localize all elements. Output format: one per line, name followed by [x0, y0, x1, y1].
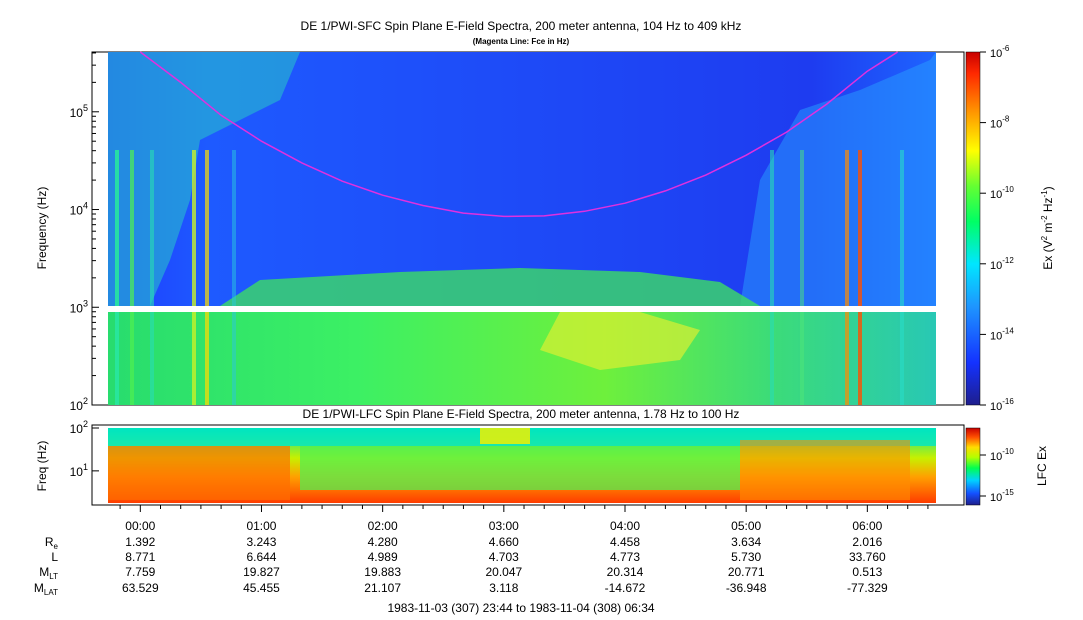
ephemeris-value: 7.759 — [125, 565, 155, 579]
sfc-colorbar-tick-label: 10-8 — [990, 115, 1010, 131]
ephemeris-value: 1.392 — [125, 535, 155, 549]
ephemeris-value: 4.989 — [368, 550, 398, 564]
lfc-colorbar-scale — [965, 427, 981, 506]
ephemeris-value: 20.771 — [728, 565, 765, 579]
lfc-y-label: Freq (Hz) — [35, 441, 49, 492]
ephemeris-value: 0.513 — [852, 565, 882, 579]
ephemeris-value: 3.243 — [246, 535, 276, 549]
sfc-streak — [845, 150, 849, 405]
lfc-right-strong — [740, 440, 910, 500]
time-tick-label: 05:00 — [731, 519, 761, 533]
ephemeris-value: 4.703 — [489, 550, 519, 564]
ephemeris-value: -14.672 — [605, 581, 646, 595]
date-range: 1983-11-03 (307) 23:44 to 1983-11-04 (30… — [387, 601, 654, 615]
ephemeris-row-label: MLAT — [34, 581, 58, 597]
sfc-y-label: Frequency (Hz) — [35, 187, 49, 270]
ephemeris-row-label: L — [51, 550, 58, 564]
lfc-mid-quiet — [300, 446, 740, 490]
sfc-streak — [130, 150, 134, 405]
time-tick-label: 00:00 — [125, 519, 155, 533]
ephemeris-value: 45.455 — [243, 581, 280, 595]
sfc-colorbar-tick-label: 10-6 — [990, 44, 1010, 60]
lfc-y-tick-label: 101 — [70, 462, 88, 479]
sfc-streak — [205, 150, 209, 405]
sfc-gap — [108, 306, 936, 312]
lfc-panel — [91, 424, 965, 506]
sfc-streaks — [115, 150, 904, 405]
time-tick-label: 06:00 — [852, 519, 882, 533]
sfc-colorbar-label: Ex (V2 m-2 Hz-1) — [1040, 186, 1055, 269]
lfc-left-strong — [108, 446, 290, 500]
sfc-streak — [900, 150, 904, 405]
ephemeris-value: 21.107 — [364, 581, 401, 595]
sfc-y-tick-label: 104 — [70, 201, 88, 218]
time-axis: 00:00 01:00 02:00 03:00 04:00 05:00 06:00 — [119, 505, 929, 533]
time-tick-label: 04:00 — [610, 519, 640, 533]
sfc-colorbar-tick-label: 10-16 — [990, 397, 1014, 413]
sfc-y-axis: 102 103 104 105 Frequency (Hz) — [35, 52, 99, 413]
fce-line — [139, 51, 899, 218]
ephemeris-value: -77.329 — [847, 581, 888, 595]
sfc-streak — [232, 150, 236, 405]
sfc-colorbar-ticks: 10-6 10-8 10-10 10-12 10-14 10-16 — [980, 44, 1014, 413]
sfc-y-ticks: 102 103 104 105 — [70, 52, 99, 413]
lfc-y-tick-label: 102 — [70, 419, 88, 436]
ephemeris-value: 3.118 — [489, 581, 518, 595]
lfc-colorbar-tick-label: 10-10 — [990, 447, 1014, 463]
sfc-streak — [192, 150, 196, 405]
sfc-upper-texture — [108, 52, 300, 306]
sfc-streak — [800, 150, 804, 405]
sfc-streak — [858, 150, 862, 405]
ephemeris-value: 19.827 — [243, 565, 280, 579]
ephemeris-value: 19.883 — [364, 565, 401, 579]
sfc-colorbar-tick-label: 10-14 — [990, 326, 1014, 342]
time-tick-label: 01:00 — [246, 519, 276, 533]
ephemeris-value: 20.047 — [485, 565, 522, 579]
sfc-title: DE 1/PWI-SFC Spin Plane E-Field Spectra,… — [301, 19, 742, 33]
ephemeris-value: 4.280 — [368, 535, 398, 549]
ephemeris-value: 4.660 — [489, 535, 519, 549]
sfc-y-tick-label: 102 — [70, 396, 88, 413]
ephemeris-value: 5.730 — [731, 550, 761, 564]
ephemeris-row-label: Re — [45, 535, 59, 551]
sfc-lower-strong — [540, 312, 700, 370]
sfc-colorbar: 10-6 10-8 10-10 10-12 10-14 10-16 Ex (V2 m-2 … — [965, 44, 1055, 413]
lfc-colorbar-ticks: 10-10 10-15 — [980, 447, 1014, 504]
ephemeris-table: Re 1.392 3.243 4.280 4.660 4.458 3.634 2.016 L 8.… — [34, 535, 888, 597]
sfc-subtitle: (Magenta Line: Fce in Hz) — [473, 37, 570, 46]
ephemeris-value: 8.771 — [125, 550, 155, 564]
sfc-y-tick-label: 105 — [70, 103, 88, 120]
lfc-y-ticks: 101 102 — [70, 419, 99, 479]
time-tick-label: 03:00 — [489, 519, 519, 533]
sfc-upper-emission-right — [740, 52, 936, 306]
sfc-panel — [91, 51, 965, 406]
lfc-y-axis: 101 102 Freq (Hz) — [35, 419, 99, 491]
ephemeris-value: 20.314 — [607, 565, 644, 579]
sfc-colorbar-tick-label: 10-12 — [990, 256, 1014, 272]
sfc-lower-band — [108, 312, 936, 405]
sfc-streak — [770, 150, 774, 405]
ephemeris-value: -36.948 — [726, 581, 767, 595]
lfc-colorbar: 10-10 10-15 LFC Ex — [965, 427, 1049, 506]
ephemeris-value: 6.644 — [246, 550, 276, 564]
lfc-colorbar-label: LFC Ex — [1035, 446, 1049, 486]
sfc-colorbar-scale — [965, 51, 981, 406]
lfc-title: DE 1/PWI-LFC Spin Plane E-Field Spectra,… — [303, 407, 740, 421]
ephemeris-value: 4.773 — [610, 550, 640, 564]
time-tick-label: 02:00 — [368, 519, 398, 533]
ephemeris-value: 2.016 — [852, 535, 882, 549]
ephemeris-value: 3.634 — [731, 535, 761, 549]
ephemeris-row-label: MLT — [39, 565, 58, 581]
ephemeris-value: 33.760 — [849, 550, 886, 564]
sfc-colorbar-tick-label: 10-10 — [990, 185, 1014, 201]
ephemeris-value: 63.529 — [122, 581, 159, 595]
sfc-hiss-band — [220, 268, 760, 306]
lfc-colorbar-tick-label: 10-15 — [990, 488, 1014, 504]
sfc-y-tick-label: 103 — [70, 298, 88, 315]
sfc-streak — [115, 150, 119, 405]
sfc-streak — [150, 150, 154, 405]
lfc-center-blob — [480, 428, 530, 444]
ephemeris-value: 4.458 — [610, 535, 640, 549]
